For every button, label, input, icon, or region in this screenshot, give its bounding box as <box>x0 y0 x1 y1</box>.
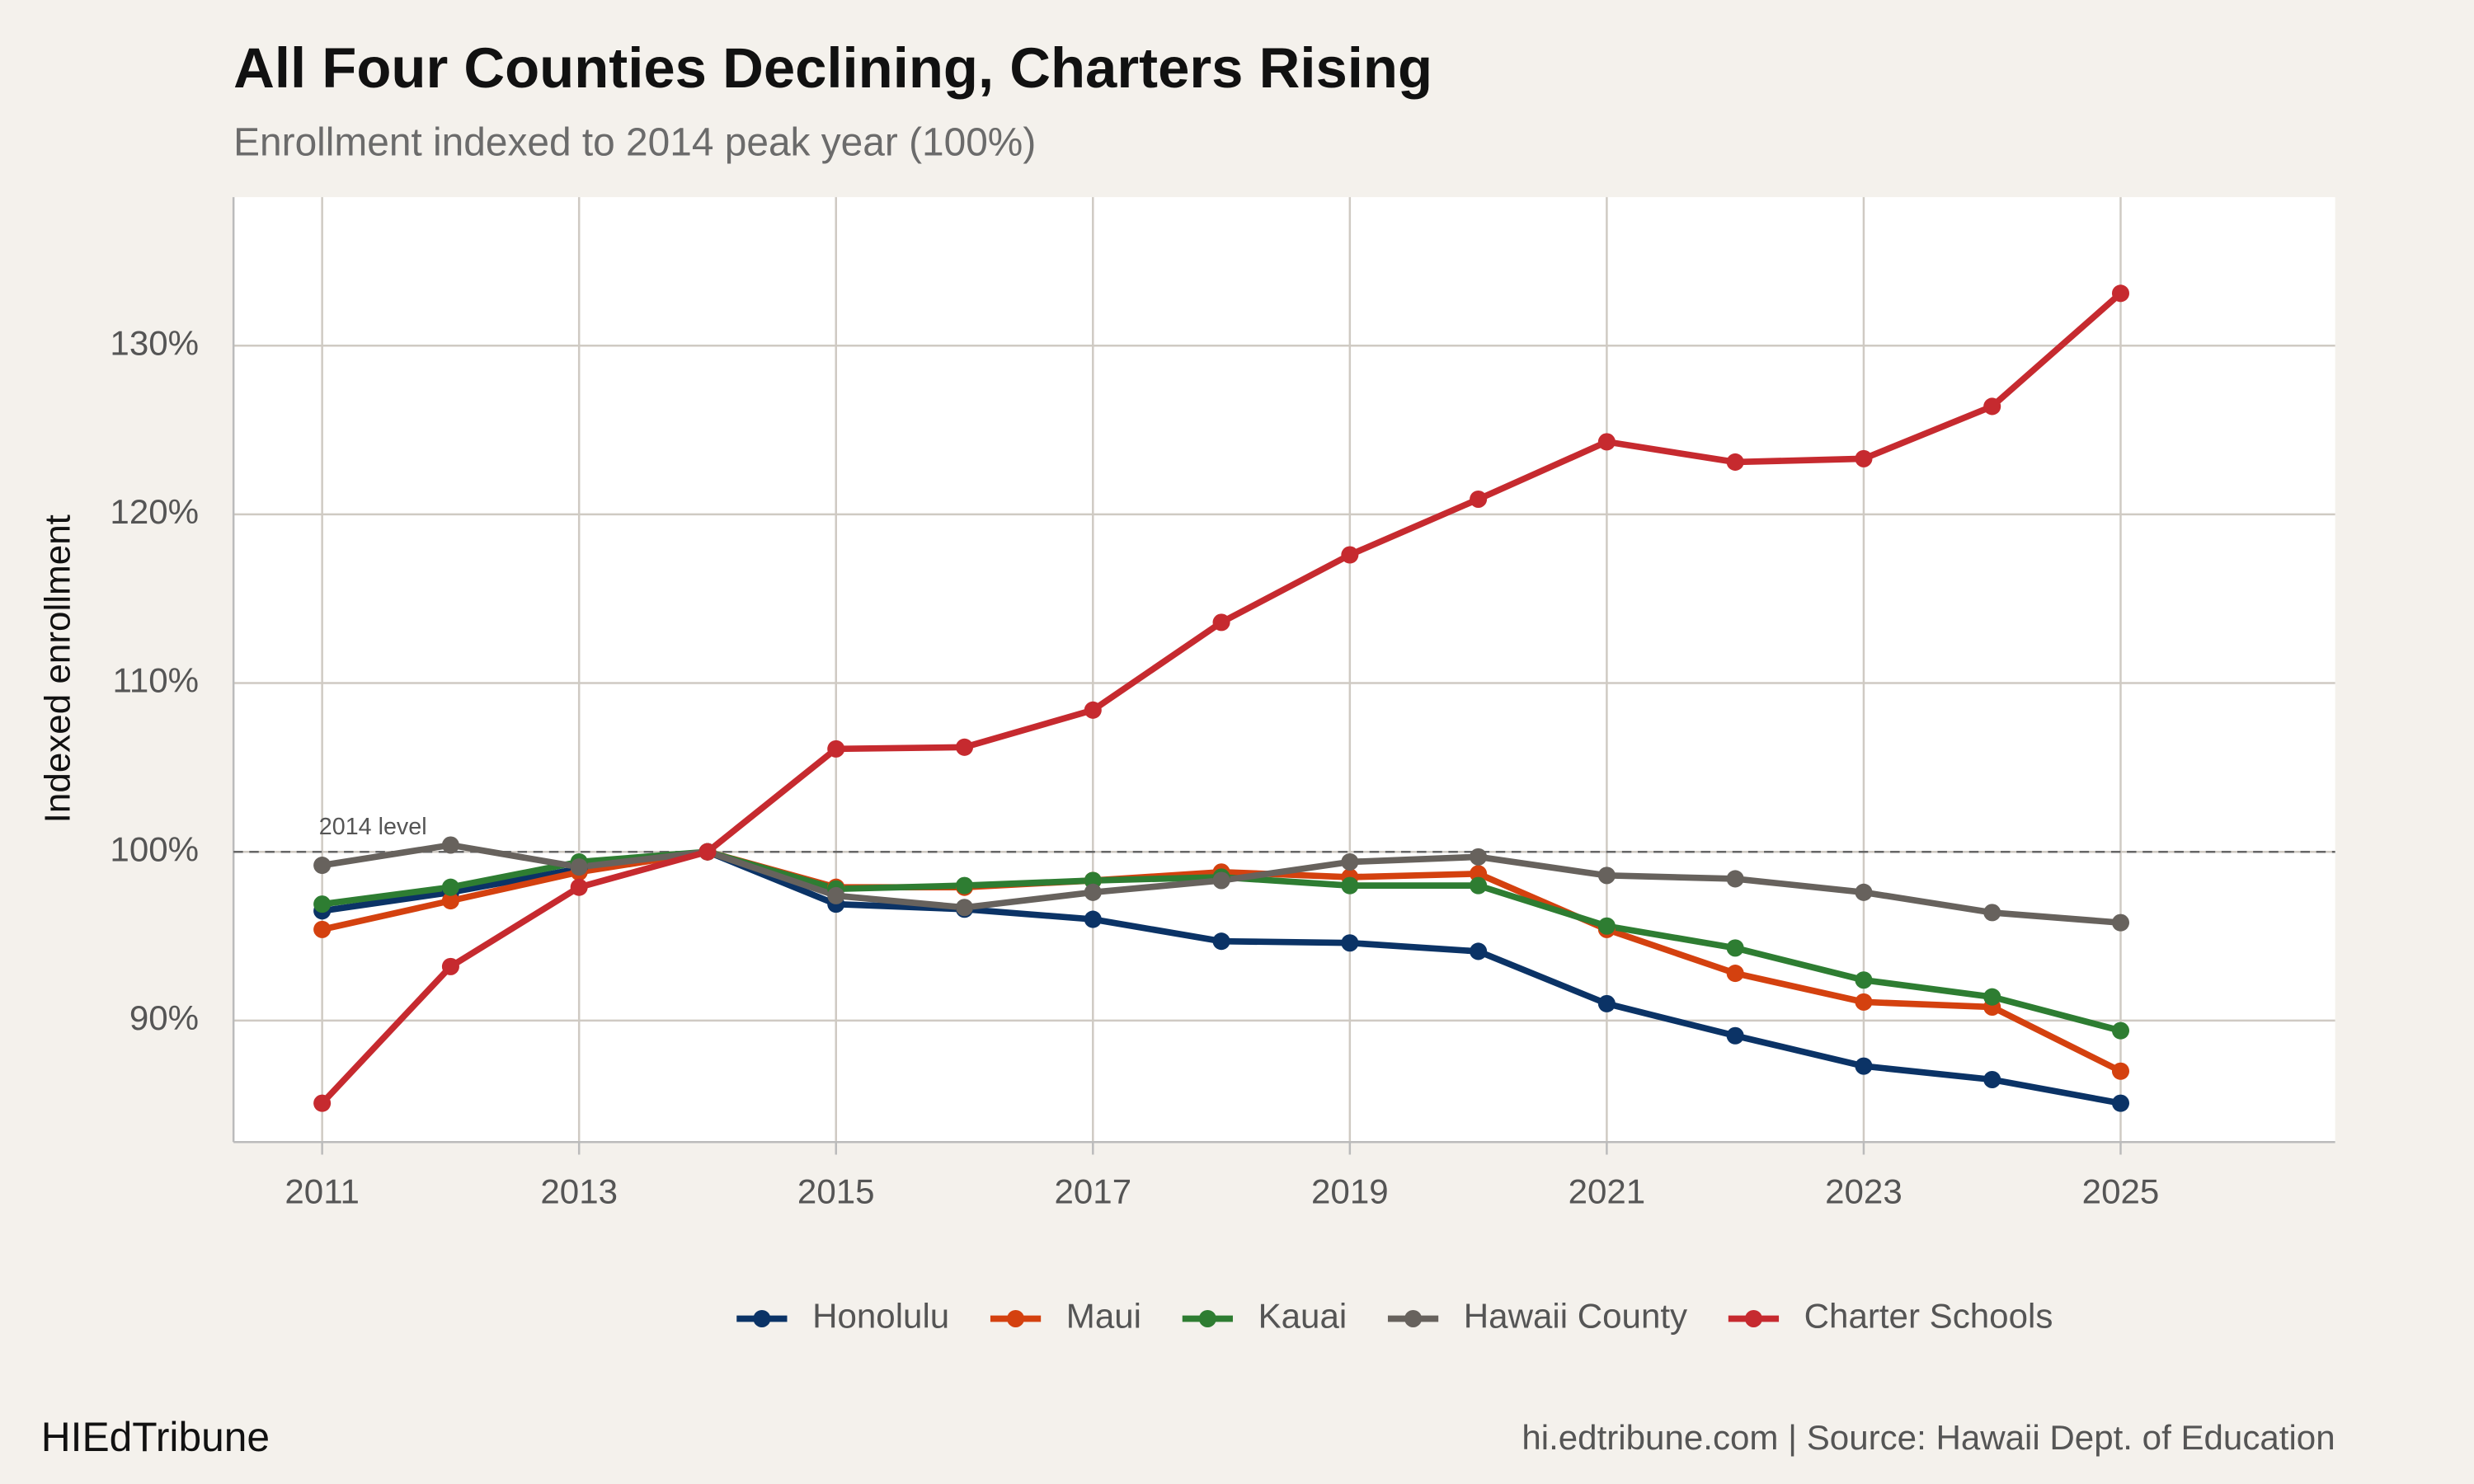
data-point <box>1470 942 1488 960</box>
caption: hi.edtribune.com | Source: Hawaii Dept. … <box>1522 1418 2335 1457</box>
data-point <box>2111 1021 2130 1040</box>
chart-title: All Four Counties Declining, Charters Ri… <box>233 36 1432 100</box>
data-point <box>2111 284 2130 303</box>
data-point <box>1726 939 1744 957</box>
data-point <box>441 878 459 896</box>
data-point <box>2111 913 2130 932</box>
data-point <box>1726 870 1744 888</box>
brand: HIEdTribune <box>41 1414 270 1460</box>
data-point <box>1341 546 1359 564</box>
data-point <box>2111 1094 2130 1112</box>
data-point <box>441 836 459 854</box>
data-point <box>1855 971 1873 989</box>
y-tick-label: 110% <box>113 661 200 700</box>
x-tick-label: 2013 <box>540 1172 618 1210</box>
data-point <box>1597 917 1616 935</box>
data-point <box>1726 965 1744 983</box>
data-point <box>1983 1070 2001 1089</box>
legend-label: Charter Schools <box>1804 1297 2053 1336</box>
data-point <box>827 886 845 904</box>
y-tick-label: 90% <box>129 998 199 1037</box>
x-tick-label: 2025 <box>2082 1172 2160 1210</box>
x-tick-label: 2019 <box>1311 1172 1389 1210</box>
data-point <box>955 899 974 917</box>
data-point <box>1470 876 1488 895</box>
legend-label: Kauai <box>1258 1297 1348 1336</box>
data-point <box>1855 993 1873 1011</box>
data-point <box>570 858 588 876</box>
x-tick-label: 2021 <box>1569 1172 1646 1210</box>
data-point <box>1212 613 1230 632</box>
data-point <box>955 738 974 756</box>
data-point <box>313 895 332 913</box>
legend-swatch-dot <box>1744 1309 1762 1328</box>
y-tick-label: 130% <box>110 323 199 362</box>
x-tick-label: 2017 <box>1054 1172 1131 1210</box>
data-point <box>1597 433 1616 451</box>
data-point <box>1212 871 1230 890</box>
data-point <box>1470 490 1488 509</box>
data-point <box>1726 453 1744 471</box>
data-point <box>955 876 974 895</box>
data-point <box>698 843 717 861</box>
x-tick-label: 2011 <box>285 1172 359 1210</box>
legend-swatch-dot <box>1404 1309 1423 1328</box>
y-axis-label: Indexed enrollment <box>37 514 78 823</box>
data-point <box>827 740 845 758</box>
y-tick-label: 100% <box>110 829 199 868</box>
data-point <box>313 920 332 938</box>
data-point <box>441 957 459 975</box>
data-point <box>2111 1062 2130 1080</box>
x-tick-label: 2023 <box>1825 1172 1903 1210</box>
data-point <box>1983 904 2001 922</box>
x-tick-label: 2015 <box>797 1172 875 1210</box>
data-point <box>1726 1026 1744 1045</box>
plot-panel <box>233 197 2335 1143</box>
data-point <box>441 892 459 910</box>
data-point <box>570 878 588 896</box>
legend: Honolulu Maui Kauai Hawaii County Charter Sc… <box>736 1297 2053 1336</box>
legend-swatch-dot <box>1007 1309 1025 1328</box>
data-point <box>1855 883 1873 901</box>
data-point <box>1341 876 1359 895</box>
data-point <box>1084 701 1102 719</box>
data-point <box>1855 449 1873 467</box>
data-point <box>1212 932 1230 951</box>
data-point <box>1597 994 1616 1012</box>
data-point <box>1341 852 1359 871</box>
data-point <box>1855 1057 1873 1075</box>
data-point <box>313 1094 332 1112</box>
legend-label: Hawaii County <box>1464 1297 1687 1336</box>
legend-label: Maui <box>1066 1297 1141 1336</box>
reference-label: 2014 level <box>319 814 427 840</box>
data-point <box>1983 397 2001 416</box>
legend-swatch-dot <box>753 1309 771 1328</box>
legend-label: Honolulu <box>812 1297 949 1336</box>
data-point <box>1470 848 1488 866</box>
y-tick-label: 120% <box>110 492 199 531</box>
data-point <box>313 857 332 875</box>
legend-swatch-dot <box>1198 1309 1216 1328</box>
data-point <box>1597 866 1616 885</box>
data-point <box>1341 934 1359 952</box>
data-point <box>1084 883 1102 901</box>
chart-subtitle: Enrollment indexed to 2014 peak year (10… <box>233 121 1036 165</box>
data-point <box>1084 910 1102 928</box>
data-point <box>1983 988 2001 1006</box>
